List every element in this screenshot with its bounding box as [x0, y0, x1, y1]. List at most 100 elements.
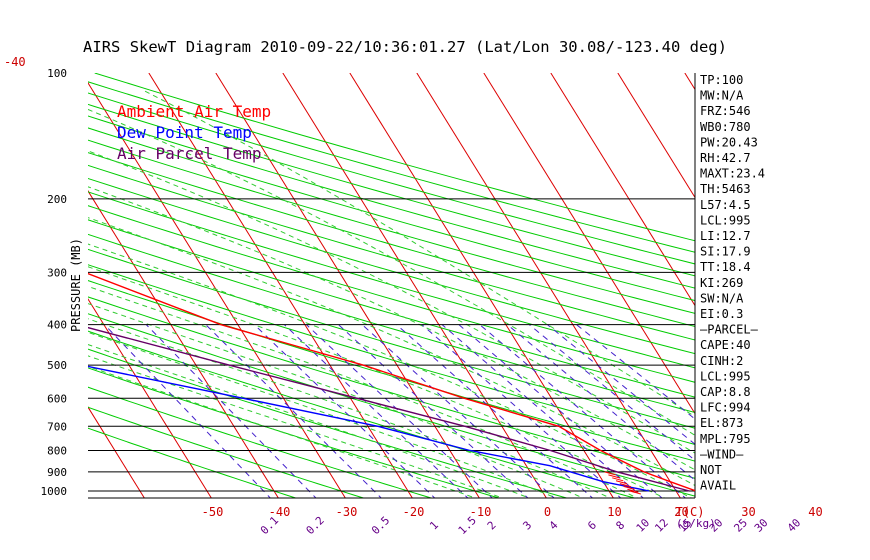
moist-adiabat-line — [143, 89, 695, 418]
mixing-ratio-line — [396, 324, 594, 498]
wind-barb-mark — [615, 480, 628, 485]
index-entry: EL:873 — [700, 416, 743, 430]
bottom-temp-tick-label: 40 — [808, 505, 822, 519]
index-entry: CAP:8.8 — [700, 385, 751, 399]
moist-adiabat-line — [88, 303, 612, 498]
dry-adiabat-line — [88, 103, 695, 277]
legend-entry: Air Parcel Temp — [117, 144, 262, 163]
index-entry: PW:20.43 — [700, 135, 758, 149]
index-entry: NOT — [700, 463, 722, 477]
moist-adiabat-line — [88, 331, 558, 498]
index-entry: TP:100 — [700, 73, 743, 87]
pressure-tick-label: 700 — [47, 420, 67, 433]
index-entry: LCL:995 — [700, 213, 751, 227]
isotherm-line — [617, 73, 695, 199]
index-entry: LCL:995 — [700, 369, 751, 383]
mixing-ratio-line — [306, 324, 493, 498]
index-entry: TH:5463 — [700, 182, 751, 196]
wind-barb-mark — [629, 490, 641, 495]
dry-adiabat-line — [88, 367, 501, 498]
series-layer — [88, 272, 695, 495]
t-axis-label: T(C) — [676, 505, 705, 519]
isotherm-line — [282, 73, 547, 498]
moist-adiabat-line — [88, 150, 695, 454]
mixing-ratio-line — [576, 324, 695, 420]
legend-entry: Dew Point Temp — [117, 123, 252, 142]
isotherm-line — [483, 73, 695, 415]
wind-barb-mark — [627, 488, 639, 493]
index-entry: MPL:795 — [700, 432, 751, 446]
wind-barb-mark — [612, 477, 624, 482]
pressure-tick-label: 500 — [47, 359, 67, 372]
top-temp-tick-label: -40 — [4, 55, 26, 69]
isotherm-line — [88, 190, 279, 498]
pressure-tick-label: 600 — [47, 392, 67, 405]
isotherm-line — [148, 73, 413, 498]
isotherm-line — [88, 406, 145, 498]
index-entry: LI:12.7 — [700, 229, 751, 243]
index-entry: CAPE:40 — [700, 338, 751, 352]
index-entry: L57:4.5 — [700, 198, 751, 212]
isotherm-line — [88, 298, 212, 498]
wind-barb-mark — [623, 485, 635, 490]
index-entry: CINH:2 — [700, 354, 743, 368]
dry-adiabat-line — [88, 233, 695, 413]
dry-adiabat-line — [88, 81, 695, 253]
moist-adiabat-line — [88, 108, 695, 436]
dry-adiabat-line — [88, 152, 695, 328]
index-entry: LFC:994 — [700, 401, 751, 415]
mixing-ratio-line — [458, 324, 663, 498]
index-entry: TT:18.4 — [700, 260, 751, 274]
index-entry: MW:N/A — [700, 89, 744, 103]
wind-barb-mark — [619, 483, 631, 488]
dry-adiabat-line — [88, 205, 695, 383]
isobar-layer — [88, 73, 696, 499]
index-entry: —PARCEL— — [700, 323, 759, 337]
dry-adiabat-line — [88, 219, 695, 398]
moist-adiabat-line — [88, 365, 477, 498]
dry-adiabat-line — [88, 330, 637, 498]
pressure-tick-label: 200 — [47, 193, 67, 206]
index-entry: SW:N/A — [700, 291, 744, 305]
mixing-ratio-line — [254, 324, 436, 498]
dry-adiabat-line — [88, 164, 695, 341]
moist-adiabat-line — [88, 186, 695, 471]
moist-adiabat-line — [88, 243, 693, 498]
dry-adiabat-line — [88, 92, 695, 265]
index-entry: MAXT:23.4 — [700, 167, 765, 181]
isotherm-line — [550, 73, 695, 307]
bottom-temp-tick-label: 10 — [607, 505, 621, 519]
index-entry: RH:42.7 — [700, 151, 751, 165]
index-entry: —WIND— — [700, 447, 744, 461]
dry-adiabat-line — [88, 427, 298, 498]
dry-adiabat-line — [88, 177, 695, 355]
isotherm-line — [349, 73, 614, 498]
mixing-ratio-line — [284, 324, 469, 498]
dry-adiabat-line — [88, 115, 695, 289]
mixing-ratio-unit-label: (g/kg) — [676, 517, 716, 530]
mixing-ratio-line — [479, 324, 687, 498]
series-line-air-parcel-temp — [88, 326, 690, 492]
series-line-ambient-air-temp — [88, 272, 695, 492]
pressure-tick-label: 100 — [47, 67, 67, 80]
legend-entry: Ambient Air Temp — [117, 102, 271, 121]
index-entry: KI:269 — [700, 276, 743, 290]
moist-adiabat-line — [88, 266, 666, 498]
bottom-temp-tick-label: -10 — [470, 505, 492, 519]
bottom-temp-tick-label: -30 — [336, 505, 358, 519]
pressure-tick-label: 900 — [47, 466, 67, 479]
chart-title: AIRS SkewT Diagram 2010-09-22/10:36:01.2… — [83, 38, 727, 56]
series-line-dew-point-temp — [88, 365, 650, 492]
index-entry: FRZ:546 — [700, 104, 751, 118]
legend: Ambient Air Temp Dew Point Temp Air Parcel… — [117, 102, 271, 163]
pressure-tick-label: 800 — [47, 444, 67, 457]
bottom-temp-tick-label: -40 — [269, 505, 291, 519]
dry-adiabat-line — [88, 248, 695, 429]
grid-layer — [88, 73, 695, 498]
index-entry: AVAIL — [700, 479, 736, 493]
dry-adiabat-line — [88, 139, 695, 314]
pressure-tick-label: 300 — [47, 266, 67, 279]
index-entry: EI:0.3 — [700, 307, 743, 321]
